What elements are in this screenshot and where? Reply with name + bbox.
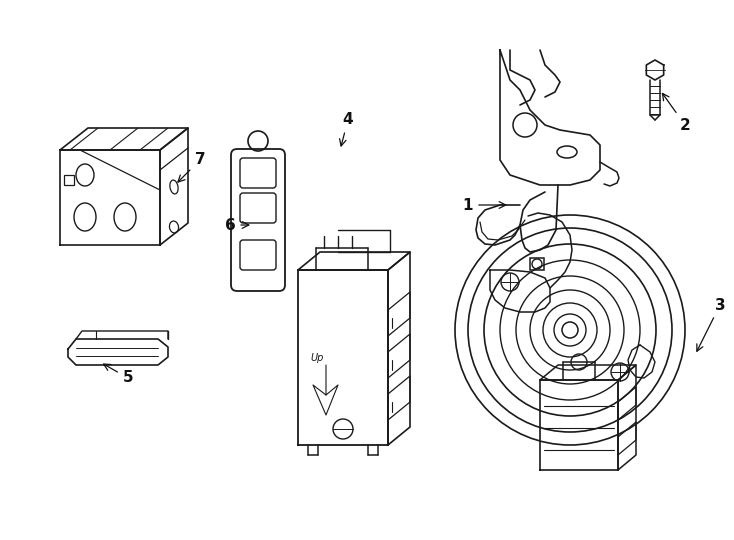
Text: 3: 3 <box>697 298 725 351</box>
Text: 5: 5 <box>103 364 134 386</box>
Text: 2: 2 <box>662 93 691 132</box>
Text: Up: Up <box>310 353 324 363</box>
Bar <box>530 258 544 270</box>
Text: 7: 7 <box>178 152 206 182</box>
Text: 1: 1 <box>462 198 506 213</box>
Text: 6: 6 <box>225 218 249 233</box>
Bar <box>64 175 74 185</box>
Text: 4: 4 <box>340 112 353 146</box>
